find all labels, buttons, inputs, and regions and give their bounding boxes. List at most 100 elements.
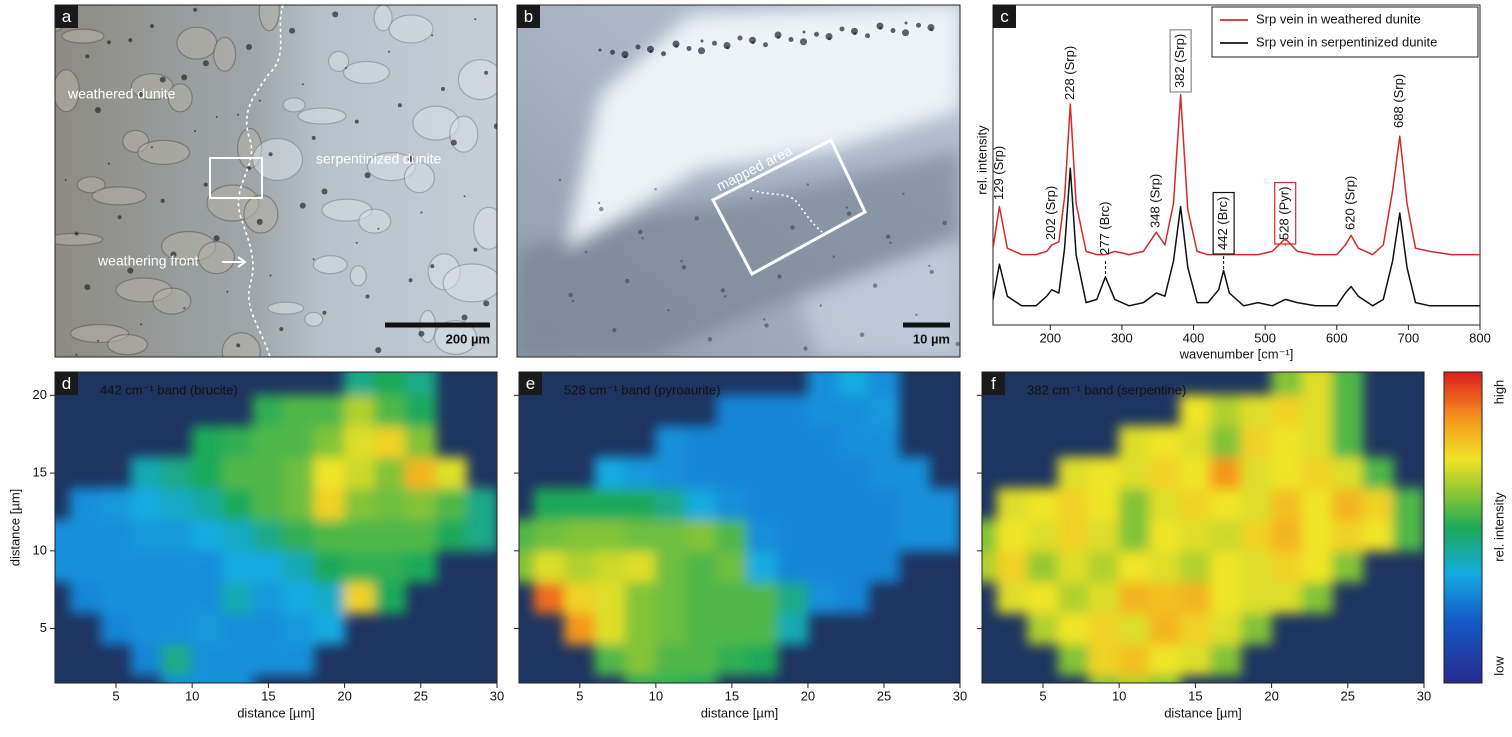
map-cell xyxy=(253,644,284,676)
inclusion xyxy=(625,279,629,283)
map-cell xyxy=(777,488,808,520)
inclusion xyxy=(708,337,712,341)
inclusion xyxy=(930,270,934,274)
map-title: 442 cm⁻¹ band (brucite) xyxy=(100,382,238,397)
panel-label: b xyxy=(524,7,533,26)
map-cell xyxy=(1058,488,1089,520)
map-cell xyxy=(344,364,375,396)
inclusion xyxy=(763,42,768,47)
map-cell xyxy=(283,488,314,520)
grain xyxy=(404,163,434,193)
inclusion xyxy=(928,265,930,267)
map-cell xyxy=(283,426,314,458)
map-cell xyxy=(1088,457,1119,489)
map-cell xyxy=(625,457,656,489)
grain xyxy=(244,195,278,233)
inclusion xyxy=(654,188,656,190)
map-cell xyxy=(283,395,314,427)
inclusion xyxy=(289,28,295,34)
panel-label: f xyxy=(991,374,996,393)
map-cell xyxy=(1332,488,1363,520)
map-cell xyxy=(222,581,253,613)
map-cell xyxy=(929,519,960,551)
inclusion xyxy=(183,307,185,309)
inclusion xyxy=(312,136,316,140)
x-tick-label: 800 xyxy=(1469,330,1491,345)
map-cell xyxy=(192,613,223,645)
map-cell xyxy=(625,644,656,676)
inclusion xyxy=(421,212,423,214)
grain xyxy=(350,266,366,286)
map-cell xyxy=(344,581,375,613)
image-annotation: weathering front xyxy=(97,253,199,269)
inclusion xyxy=(638,230,642,234)
map-cell xyxy=(253,519,284,551)
map-cell xyxy=(1027,550,1058,582)
inclusion xyxy=(236,343,240,347)
micrograph-a xyxy=(47,0,504,371)
inclusion xyxy=(636,45,641,50)
map-cell xyxy=(283,644,314,676)
map-cell xyxy=(405,519,436,551)
map-cell xyxy=(655,519,686,551)
map-cell xyxy=(1119,426,1150,458)
inclusion xyxy=(430,264,434,268)
map-cell xyxy=(807,550,838,582)
x-tick-label: 5 xyxy=(576,688,583,703)
map-cell xyxy=(564,613,595,645)
inclusion xyxy=(764,323,768,327)
colorbar-label: low xyxy=(1491,656,1506,676)
panel-label: a xyxy=(62,7,72,26)
x-tick-label: 5 xyxy=(1039,688,1046,703)
map-cell xyxy=(1271,519,1302,551)
x-tick-label: 25 xyxy=(1341,688,1355,703)
map-cell xyxy=(436,519,467,551)
inclusion xyxy=(865,33,870,38)
map-cell xyxy=(314,426,345,458)
inclusion xyxy=(269,152,273,156)
map-cell xyxy=(595,519,626,551)
map-cell xyxy=(1088,550,1119,582)
map-cell xyxy=(1363,519,1394,551)
map-cell xyxy=(747,581,778,613)
map-cell xyxy=(283,519,314,551)
map-cell xyxy=(192,644,223,676)
inclusion xyxy=(610,50,615,55)
map-cell xyxy=(655,457,686,489)
grain xyxy=(214,37,236,71)
spectrum-line xyxy=(993,168,1480,306)
inclusion xyxy=(650,50,653,53)
map-cell xyxy=(716,613,747,645)
peak-label: 228 (Srp) xyxy=(1062,46,1077,100)
map-cell xyxy=(534,488,565,520)
map-cell xyxy=(655,488,686,520)
map-cell xyxy=(807,519,838,551)
peak-label: 348 (Srp) xyxy=(1148,174,1163,228)
inclusion xyxy=(194,130,196,132)
map-cell xyxy=(1210,457,1241,489)
map-cell xyxy=(1393,488,1424,520)
inclusion xyxy=(483,300,489,306)
map-cell xyxy=(564,488,595,520)
map-cell xyxy=(747,395,778,427)
peak-label: 688 (Srp) xyxy=(1391,74,1406,128)
y-axis-label: distance [µm] xyxy=(7,489,22,567)
map-cell xyxy=(686,457,717,489)
map-cell xyxy=(899,457,930,489)
inclusion xyxy=(886,235,890,239)
grain xyxy=(138,140,190,164)
map-cell xyxy=(1058,457,1089,489)
map-cell xyxy=(777,457,808,489)
inclusion xyxy=(375,347,381,353)
map-cell xyxy=(564,519,595,551)
inclusion xyxy=(873,284,877,288)
inclusion xyxy=(484,71,488,75)
inclusion xyxy=(641,237,643,239)
map-cell xyxy=(997,519,1028,551)
map-cell xyxy=(283,457,314,489)
map-title: 528 cm⁻¹ band (pyroaurite) xyxy=(564,382,720,397)
grain xyxy=(92,187,146,205)
inclusion xyxy=(943,221,947,225)
map-cell xyxy=(899,519,930,551)
map-cell xyxy=(314,613,345,645)
